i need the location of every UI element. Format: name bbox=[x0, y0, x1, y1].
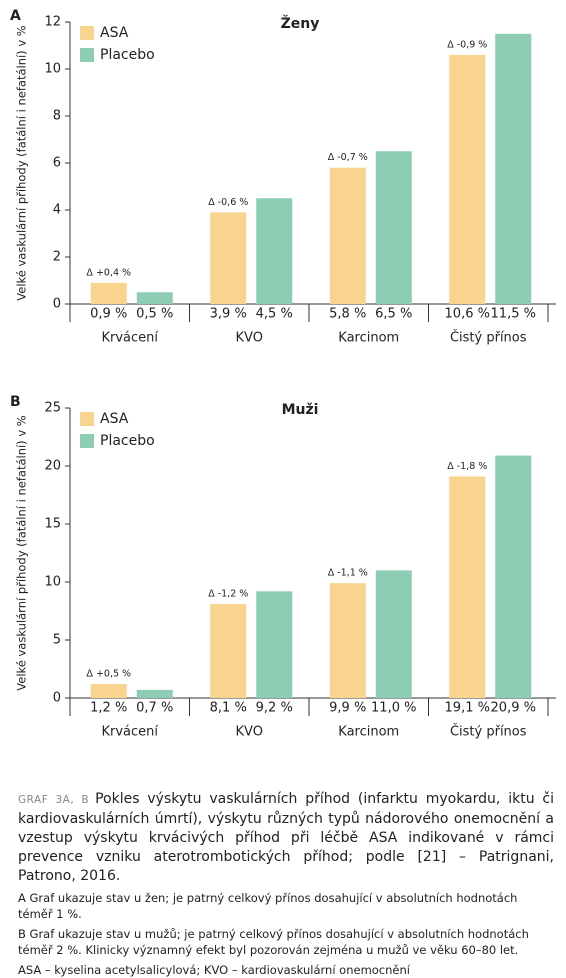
y-tick-label: 10 bbox=[44, 575, 61, 590]
chart-title: Ženy bbox=[281, 15, 320, 32]
page: A Ženy Velké vaskulární příhody (fatální i… bbox=[10, 8, 556, 977]
x-tick-label: Krvácení bbox=[101, 331, 158, 346]
bar bbox=[210, 604, 247, 698]
value-label: 3,9 % bbox=[210, 307, 247, 322]
x-tick-label: Karcinom bbox=[338, 331, 399, 346]
bar bbox=[90, 282, 127, 304]
x-tick-label: Karcinom bbox=[338, 725, 399, 740]
x-tick-label: Krvácení bbox=[101, 725, 158, 740]
bar bbox=[449, 476, 486, 698]
bar bbox=[449, 54, 486, 305]
legend-swatch bbox=[80, 26, 94, 40]
caption: GRAF 3A, B Pokles výskytu vaskulárních př… bbox=[18, 790, 554, 978]
annotation: Δ -1,1 % bbox=[328, 568, 368, 579]
y-tick-label: 8 bbox=[53, 109, 61, 124]
value-label: 6,5 % bbox=[375, 307, 412, 322]
y-tick-label: 10 bbox=[44, 62, 61, 77]
bar bbox=[210, 212, 247, 304]
legend-label: ASA bbox=[100, 25, 129, 41]
annotation: Δ -0,9 % bbox=[447, 39, 487, 50]
annotation: Δ -1,2 % bbox=[208, 589, 248, 600]
value-label: 11,5 % bbox=[491, 307, 536, 322]
value-label: 5,8 % bbox=[329, 307, 366, 322]
chart-title: Muži bbox=[282, 402, 319, 418]
caption-note: A Graf ukazuje stav u žen; je patrný cel… bbox=[18, 891, 518, 921]
annotation: Δ -0,6 % bbox=[208, 197, 248, 208]
x-tick-label: Čistý přínos bbox=[450, 330, 527, 346]
panel-label: A bbox=[10, 8, 21, 24]
y-tick-label: 12 bbox=[44, 15, 61, 30]
y-axis-label: Velké vaskulární příhody (fatální i nefa… bbox=[15, 25, 29, 301]
y-tick-label: 6 bbox=[53, 156, 61, 171]
value-label: 19,1 % bbox=[445, 701, 490, 716]
charts: A Ženy Velké vaskulární příhody (fatální i… bbox=[10, 8, 556, 740]
bar bbox=[375, 151, 412, 304]
bar bbox=[329, 167, 366, 304]
caption-label: GRAF 3A, B bbox=[18, 794, 90, 806]
y-tick-label: 4 bbox=[53, 203, 61, 218]
legend-label: ASA bbox=[100, 411, 129, 427]
bar bbox=[329, 583, 366, 698]
y-axis-label: Velké vaskulární příhody (fatální i nefa… bbox=[15, 415, 29, 691]
value-label: 8,1 % bbox=[210, 701, 247, 716]
y-tick-label: 2 bbox=[53, 250, 61, 265]
value-label: 9,2 % bbox=[256, 701, 293, 716]
value-label: 0,5 % bbox=[136, 307, 173, 322]
y-tick-label: 25 bbox=[44, 401, 61, 416]
bar bbox=[495, 455, 532, 698]
bar bbox=[256, 591, 293, 698]
value-label: 11,0 % bbox=[371, 701, 416, 716]
annotation: Δ +0,5 % bbox=[86, 669, 131, 680]
value-label: 0,9 % bbox=[90, 307, 127, 322]
bar bbox=[375, 570, 412, 698]
y-tick-label: 15 bbox=[44, 517, 61, 532]
x-tick-label: KVO bbox=[236, 331, 263, 346]
value-label: 10,6 % bbox=[445, 307, 490, 322]
caption-note: B Graf ukazuje stav u mužů; je patrný ce… bbox=[18, 927, 529, 957]
legend-swatch bbox=[80, 48, 94, 62]
caption-note: ASA – kyselina acetylsalicylová; KVO – k… bbox=[18, 963, 410, 977]
y-tick-label: 0 bbox=[53, 691, 61, 706]
caption-text: GRAF 3A, B Pokles výskytu vaskulárních př… bbox=[18, 790, 554, 886]
value-label: 9,9 % bbox=[329, 701, 366, 716]
legend-swatch bbox=[80, 434, 94, 448]
annotation: Δ +0,4 % bbox=[86, 267, 131, 278]
annotation: Δ -1,8 % bbox=[447, 461, 487, 472]
legend-swatch bbox=[80, 412, 94, 426]
y-tick-label: 20 bbox=[44, 459, 61, 474]
value-label: 1,2 % bbox=[90, 701, 127, 716]
x-tick-label: KVO bbox=[236, 725, 263, 740]
annotation: Δ -0,7 % bbox=[328, 152, 368, 163]
bar bbox=[495, 33, 532, 304]
bar bbox=[90, 684, 127, 698]
x-tick-label: Čistý přínos bbox=[450, 724, 527, 740]
legend-label: Placebo bbox=[100, 47, 155, 63]
bar bbox=[256, 198, 293, 304]
y-tick-label: 0 bbox=[53, 297, 61, 312]
bar bbox=[136, 689, 173, 698]
y-tick-label: 5 bbox=[53, 633, 61, 648]
value-label: 4,5 % bbox=[256, 307, 293, 322]
value-label: 0,7 % bbox=[136, 701, 173, 716]
legend-label: Placebo bbox=[100, 433, 155, 449]
bar bbox=[136, 292, 173, 304]
value-label: 20,9 % bbox=[491, 701, 536, 716]
caption-body: Pokles výskytu vaskulárních příhod (infa… bbox=[18, 791, 554, 884]
panel-label: B bbox=[10, 394, 21, 410]
